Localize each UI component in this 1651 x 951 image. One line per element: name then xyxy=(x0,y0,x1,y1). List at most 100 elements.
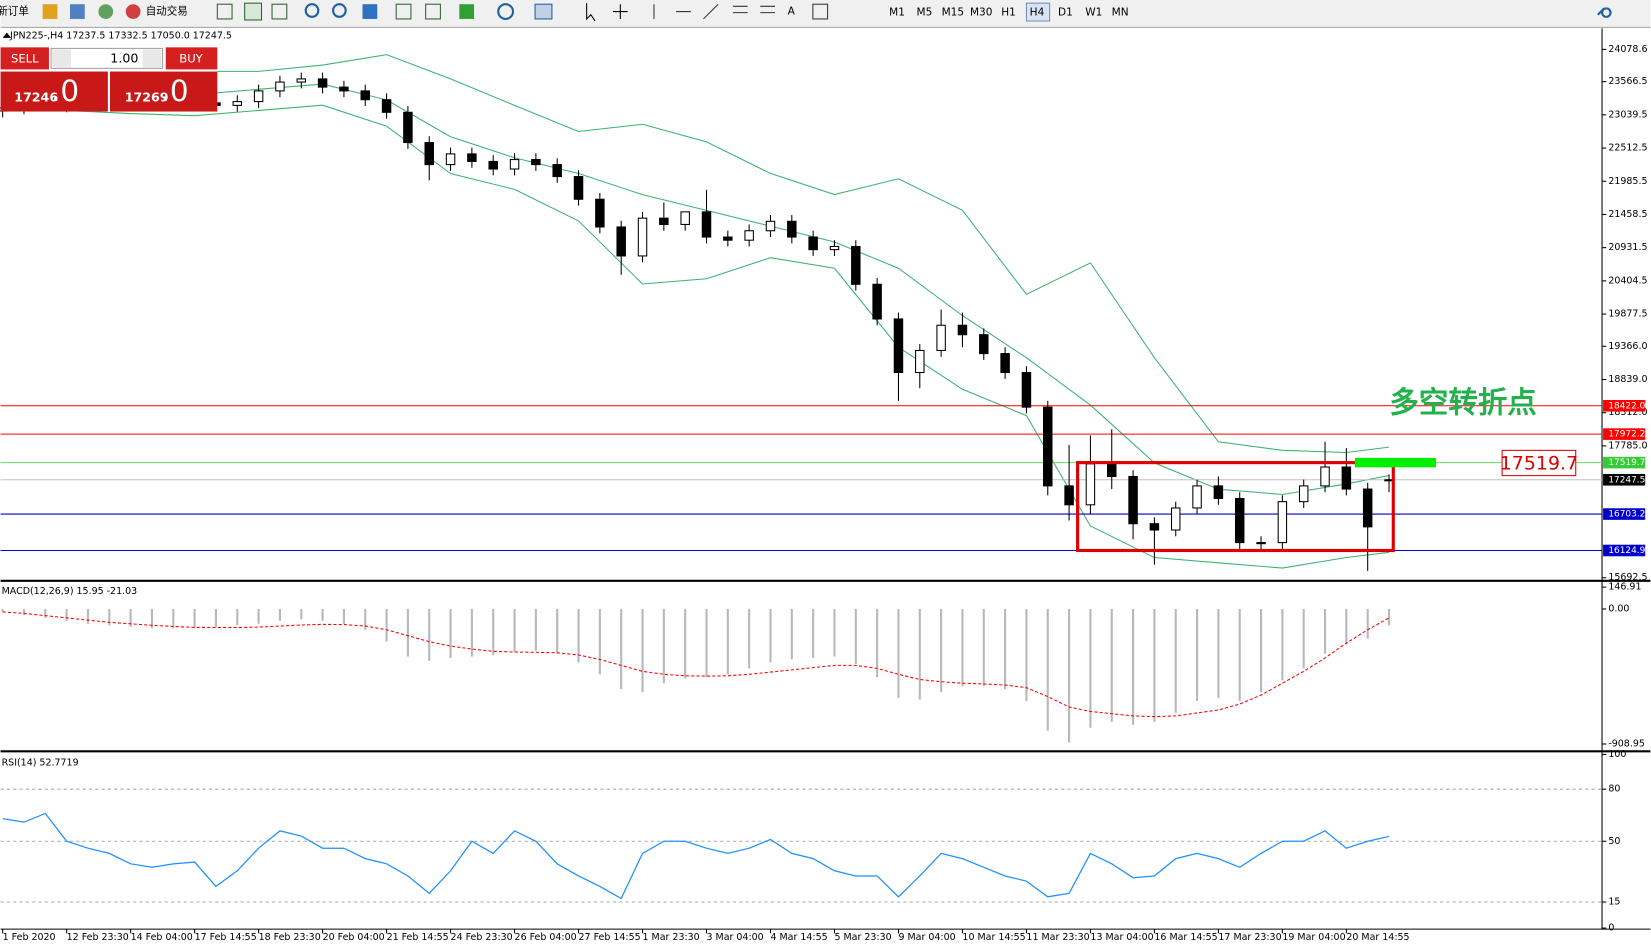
toolbar-items: 新订单 自动交易 A xyxy=(0,2,1612,22)
y-tick-label: 19877.5 xyxy=(1608,309,1647,320)
price-level-label-bg xyxy=(1603,456,1646,469)
macd-signal xyxy=(2,611,1390,718)
icon[interactable] xyxy=(395,3,412,20)
indicators[interactable] xyxy=(459,4,475,19)
candle-body xyxy=(979,334,989,355)
timeframe-button[interactable]: M5 xyxy=(917,7,933,19)
candle-body xyxy=(936,324,946,351)
rsi-line xyxy=(2,812,1390,900)
icon[interactable] xyxy=(70,4,85,19)
icon[interactable] xyxy=(216,3,233,20)
icon[interactable] xyxy=(425,3,441,20)
icon[interactable] xyxy=(244,2,263,21)
buy-price-box[interactable] xyxy=(109,71,218,112)
timeframe-button[interactable]: H1 xyxy=(1001,7,1016,19)
candle-body xyxy=(1149,523,1160,531)
candle-body xyxy=(232,101,243,106)
price-level-label: 17247.5 xyxy=(1608,475,1645,485)
buy-button[interactable] xyxy=(165,47,218,70)
timeframe-button[interactable]: MN xyxy=(1112,7,1129,19)
y-tick-label: 21985.5 xyxy=(1608,176,1647,187)
templates[interactable] xyxy=(534,3,553,20)
zoom-in[interactable] xyxy=(304,3,320,18)
candle-body xyxy=(531,159,541,166)
timeframe-button[interactable]: D1 xyxy=(1058,7,1073,19)
buy-label[interactable]: BUY xyxy=(179,51,203,65)
timeframe-button[interactable]: M1 xyxy=(889,7,905,19)
x-tick-label: 20 Feb 04:00 xyxy=(323,932,385,943)
label-tool[interactable] xyxy=(812,3,829,20)
sell-button[interactable] xyxy=(0,47,49,70)
candle-body xyxy=(1341,466,1352,490)
line-tools[interactable] xyxy=(653,3,775,20)
icon[interactable] xyxy=(42,4,58,19)
macd-title: MACD(12,26,9) 15.95 -21.03 xyxy=(2,586,138,597)
candle-body xyxy=(296,78,306,83)
volume-field[interactable] xyxy=(50,47,164,69)
candle-body xyxy=(1234,497,1245,544)
auto-trading-icon[interactable] xyxy=(125,4,141,19)
text-tool[interactable]: A xyxy=(788,6,796,18)
timeframe-button[interactable]: H4 xyxy=(1030,7,1045,19)
periods[interactable] xyxy=(497,3,515,20)
candle-body xyxy=(1064,485,1074,506)
x-tick-label: 1 Mar 23:30 xyxy=(643,932,700,943)
x-tick-label: 18 Feb 23:30 xyxy=(259,932,321,943)
auto-trading-button[interactable]: 自动交易 xyxy=(146,5,188,18)
icon[interactable] xyxy=(271,3,288,20)
chart-header: JPN225-,H4 17237.5 17332.5 17050.0 17247… xyxy=(9,30,232,41)
timeframe-button[interactable]: M15 xyxy=(942,7,964,19)
price-level-label-bg xyxy=(1603,473,1646,486)
candle-body xyxy=(253,90,264,103)
icon[interactable] xyxy=(98,4,114,19)
buy-price[interactable]: 17269 xyxy=(125,89,169,104)
price-level-label-bg xyxy=(1603,508,1646,520)
zoom-out[interactable] xyxy=(332,3,347,18)
volume-down[interactable] xyxy=(52,49,72,68)
new-order-button[interactable]: 新订单 xyxy=(0,5,29,18)
candle-body xyxy=(1043,406,1053,487)
sell-price[interactable]: 17246 xyxy=(14,89,58,104)
x-tick-label: 17 Feb 14:55 xyxy=(195,932,257,943)
candle-body xyxy=(616,226,626,257)
bollinger-lower xyxy=(2,104,1390,569)
candle-body xyxy=(744,230,754,241)
highlight-bar xyxy=(1354,457,1436,468)
sell-price-box[interactable] xyxy=(0,71,108,112)
candle-body xyxy=(1170,507,1181,531)
x-tick-label: 14 Feb 04:00 xyxy=(131,932,193,943)
candle-body xyxy=(445,153,456,166)
icon[interactable] xyxy=(362,4,378,19)
buy-price-fraction[interactable]: .0 xyxy=(160,74,188,108)
x-tick-label: 11 Mar 23:30 xyxy=(1026,932,1089,943)
price-level-label-bg xyxy=(1603,544,1646,557)
volume-up[interactable] xyxy=(142,49,162,68)
y-tick-label: 100 xyxy=(1608,749,1626,760)
y-tick-label: 50 xyxy=(1608,836,1620,847)
candle-body xyxy=(872,283,882,320)
y-tick-label: 23566.5 xyxy=(1608,76,1647,87)
timeframe-button[interactable]: W1 xyxy=(1085,7,1102,19)
range-box xyxy=(1076,461,1395,553)
candle-body xyxy=(637,217,648,257)
volume-value[interactable]: 1.00 xyxy=(110,50,138,65)
x-tick-label: 20 Mar 14:55 xyxy=(1346,932,1409,943)
sell-label[interactable]: SELL xyxy=(11,51,39,65)
x-tick-label: 24 Feb 23:30 xyxy=(451,932,513,943)
x-tick-label: 10 Mar 14:55 xyxy=(962,932,1025,943)
price-level-label: 17972.2 xyxy=(1608,430,1645,440)
timeframe-button[interactable]: M30 xyxy=(970,7,992,19)
candle-body xyxy=(851,245,861,285)
crosshair-tool[interactable] xyxy=(612,4,628,19)
price-level-label: 16703.2 xyxy=(1608,510,1645,520)
sell-price-fraction[interactable]: .0 xyxy=(51,74,79,108)
callout-box xyxy=(1501,449,1577,477)
candle-body xyxy=(1320,466,1330,487)
x-tick-label: 9 Mar 04:00 xyxy=(898,932,955,943)
candle-body xyxy=(509,159,520,170)
candle-body xyxy=(680,211,690,225)
y-tick-label: 21458.5 xyxy=(1608,209,1647,220)
search[interactable] xyxy=(1597,7,1612,18)
cursor-tool[interactable] xyxy=(586,3,596,22)
y-tick-label: 146.91 xyxy=(1608,582,1641,593)
